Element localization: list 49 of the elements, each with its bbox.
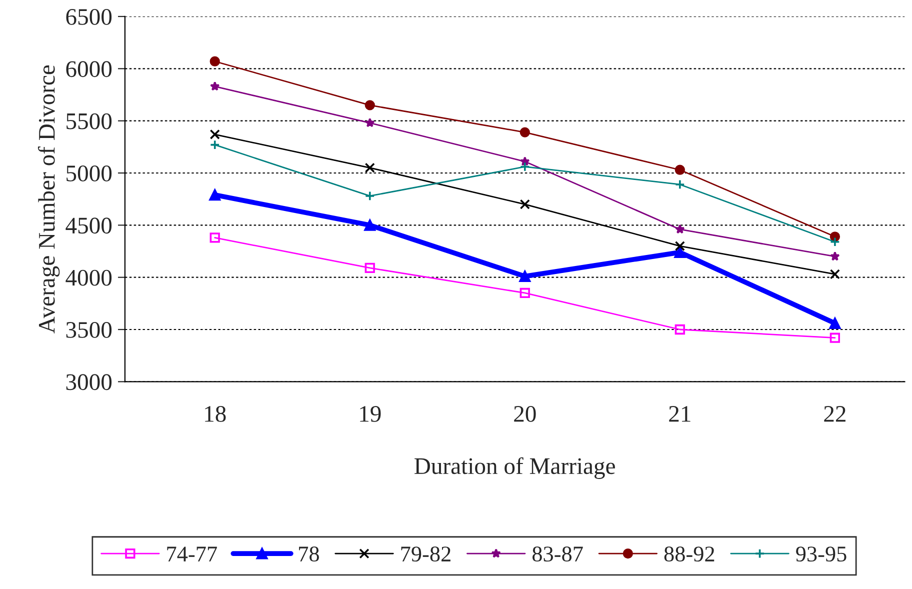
legend-label: 74-77 bbox=[167, 546, 217, 562]
point bbox=[674, 164, 685, 175]
point bbox=[674, 240, 685, 252]
x-tick-label: 22 bbox=[824, 406, 846, 422]
x-tick-label: 20 bbox=[514, 406, 536, 422]
y-tick-label: 3500 bbox=[66, 322, 112, 338]
point bbox=[364, 100, 375, 110]
point bbox=[674, 179, 685, 190]
legend-label: 88-92 bbox=[664, 546, 714, 562]
point bbox=[830, 251, 840, 261]
point bbox=[520, 162, 530, 172]
y-tick-label: 6000 bbox=[66, 61, 112, 78]
point bbox=[520, 199, 530, 210]
x-tick-label: 21 bbox=[669, 406, 690, 422]
point bbox=[830, 269, 840, 280]
y-tick-label: 4500 bbox=[66, 218, 112, 234]
x-tick-label: 18 bbox=[205, 406, 226, 422]
point bbox=[520, 127, 530, 138]
point bbox=[520, 288, 530, 298]
legend-label: 93-95 bbox=[796, 546, 846, 562]
point bbox=[210, 232, 220, 243]
point bbox=[364, 219, 376, 231]
y-tick-label: 3000 bbox=[66, 374, 112, 390]
point bbox=[210, 56, 220, 66]
y-tick-label: 5000 bbox=[66, 165, 112, 182]
point bbox=[209, 189, 221, 201]
point bbox=[519, 270, 531, 282]
point bbox=[210, 81, 220, 91]
point bbox=[210, 140, 220, 150]
point bbox=[675, 224, 685, 234]
point bbox=[365, 118, 375, 128]
point bbox=[830, 332, 840, 343]
x-axis-title: Duration of Marriage bbox=[414, 457, 615, 479]
y-tick-label: 4000 bbox=[66, 270, 112, 286]
point bbox=[674, 324, 685, 335]
point bbox=[830, 236, 840, 247]
legend-label: 79-82 bbox=[401, 546, 450, 562]
legend-label: 78 bbox=[299, 546, 319, 562]
point bbox=[674, 246, 686, 258]
y-axis-title: Average Number of Divorce bbox=[38, 65, 60, 334]
point bbox=[364, 262, 375, 274]
legend-label: 83-87 bbox=[532, 546, 583, 562]
point bbox=[364, 190, 375, 202]
x-tick-label: 19 bbox=[360, 406, 381, 422]
point bbox=[364, 162, 375, 173]
point bbox=[210, 129, 220, 140]
point bbox=[829, 317, 841, 330]
y-tick-label: 5500 bbox=[66, 113, 112, 130]
y-tick-label: 6500 bbox=[66, 8, 112, 25]
